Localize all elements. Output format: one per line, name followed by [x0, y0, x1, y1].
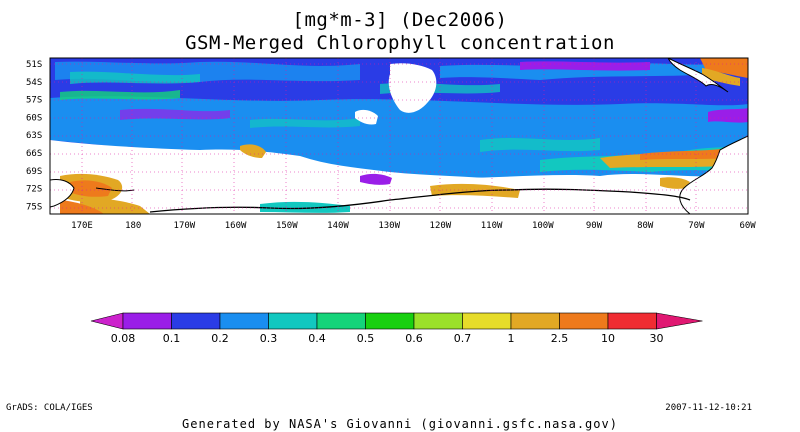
longitude-label: 110W	[481, 221, 503, 231]
latitude-label: 60S	[26, 113, 42, 123]
colorbar-tick-label: 0.3	[260, 332, 278, 345]
generation-timestamp: 2007-11-12-10:21	[665, 403, 752, 413]
chlorophyll-field	[50, 58, 748, 214]
colorbar-tick-label: 2.5	[551, 332, 569, 345]
longitude-label: 130W	[378, 221, 400, 231]
colorbar-swatch	[122, 312, 172, 330]
colorbar-tick-label: 0.2	[211, 332, 229, 345]
longitude-label: 170E	[71, 221, 93, 231]
title-parameter: GSM-Merged Chlorophyll concentration	[185, 32, 615, 54]
colorbar-swatch	[510, 312, 560, 330]
latitude-label: 54S	[26, 78, 42, 88]
colorbar-swatch	[559, 312, 609, 330]
colorbar-swatch	[365, 312, 415, 330]
latitude-label: 57S	[26, 96, 42, 106]
colorbar-under-arrow	[90, 312, 124, 330]
longitude-label: 70W	[688, 221, 705, 231]
colorbar-swatch	[268, 312, 318, 330]
colorbar-swatch	[171, 312, 221, 330]
graticule	[50, 58, 748, 214]
longitude-label: 100W	[532, 221, 554, 231]
giovanni-credit: Generated by NASA's Giovanni (giovanni.g…	[182, 417, 618, 431]
longitude-label: 150W	[276, 221, 298, 231]
latitude-label: 75S	[26, 202, 42, 212]
longitude-label: 170W	[174, 221, 196, 231]
latitude-label: 69S	[26, 167, 42, 177]
colorbar-tick-label: 0.5	[357, 332, 375, 345]
latitude-labels: 51S 54S 57S 60S 63S 66S 69S 72S 75S	[26, 60, 42, 212]
colorbar-tick-label: 1	[508, 332, 515, 345]
longitude-label: 90W	[586, 221, 603, 231]
grads-credit: GrADS: COLA/IGES	[6, 403, 93, 413]
longitude-labels: 170E 180 170W 160W 150W 140W 130W 120W 110W 100W 9…	[71, 221, 756, 231]
latitude-label: 66S	[26, 149, 42, 159]
longitude-label: 140W	[327, 221, 349, 231]
longitude-label: 60W	[739, 221, 756, 231]
longitude-label: 160W	[225, 221, 247, 231]
colorbar-tick-label: 10	[601, 332, 615, 345]
colorbar-over-arrow	[656, 312, 703, 330]
colorbar-tick-label: 0.1	[163, 332, 181, 345]
map-frame	[49, 57, 749, 215]
title-units-date: [mg*m-3] (Dec2006)	[292, 9, 508, 31]
colorbar-swatch	[219, 312, 269, 330]
colorbar-tick-label: 0.08	[111, 332, 136, 345]
colorbar-swatch	[316, 312, 366, 330]
colorbar-tick-label: 0.4	[308, 332, 326, 345]
latitude-label: 63S	[26, 131, 42, 141]
latitude-label: 51S	[26, 60, 42, 70]
longitude-label: 80W	[637, 221, 654, 231]
colorbar-swatch	[607, 312, 657, 330]
colorbar-tick-label: 0.6	[405, 332, 423, 345]
longitude-label: 180	[125, 221, 141, 231]
longitude-label: 120W	[430, 221, 452, 231]
colorbar-swatch	[462, 312, 512, 330]
colorbar-swatch	[413, 312, 463, 330]
colorbar-tick-label: 30	[650, 332, 664, 345]
colorbar-tick-label: 0.7	[454, 332, 472, 345]
latitude-label: 72S	[26, 185, 42, 195]
